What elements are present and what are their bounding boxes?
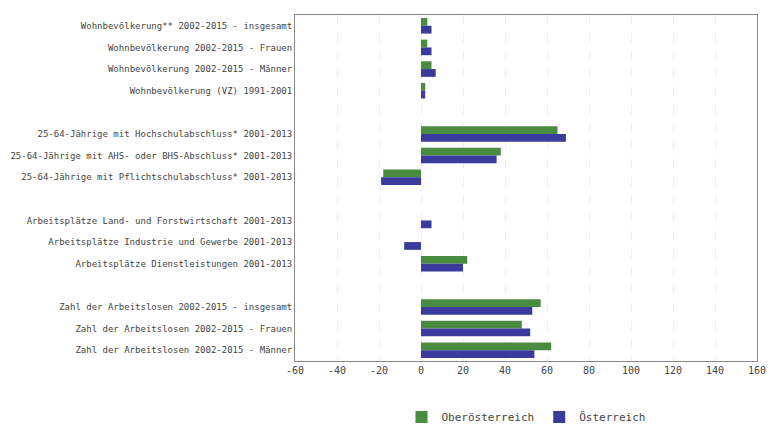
svg-text:25-64-Jährige mit Hochschulabs: 25-64-Jährige mit Hochschulabschluss* 20… <box>38 129 293 139</box>
svg-text:-60: -60 <box>286 365 304 376</box>
svg-text:100: 100 <box>622 365 640 376</box>
svg-text:Wohnbevölkerung 2002-2015 - Mä: Wohnbevölkerung 2002-2015 - Männer <box>108 64 293 74</box>
svg-text:20: 20 <box>457 365 469 376</box>
svg-text:80: 80 <box>583 365 595 376</box>
svg-text:Wohnbevölkerung 2002-2015 - Fr: Wohnbevölkerung 2002-2015 - Frauen <box>108 43 292 53</box>
svg-text:60: 60 <box>541 365 553 376</box>
svg-text:-20: -20 <box>370 365 388 376</box>
svg-text:Arbeitsplätze Industrie und Ge: Arbeitsplätze Industrie und Gewerbe 2001… <box>48 237 292 247</box>
svg-text:Zahl der Arbeitslosen 2002-201: Zahl der Arbeitslosen 2002-2015 - Frauen <box>75 324 292 334</box>
svg-text:-40: -40 <box>328 365 346 376</box>
svg-text:Zahl der Arbeitslosen 2002-201: Zahl der Arbeitslosen 2002-2015 - Männer <box>75 345 292 355</box>
svg-text:Wohnbevölkerung (VZ) 1991-2001: Wohnbevölkerung (VZ) 1991-2001 <box>130 86 293 96</box>
svg-text:Wohnbevölkerung** 2002-2015 -: Wohnbevölkerung** 2002-2015 - insgesamt <box>81 21 292 31</box>
svg-text:140: 140 <box>706 365 724 376</box>
svg-text:0: 0 <box>418 365 424 376</box>
svg-text:120: 120 <box>664 365 682 376</box>
svg-text:25-64-Jährige mit Pflichtschul: 25-64-Jährige mit Pflichtschulabschluss*… <box>21 172 292 182</box>
svg-text:Oberösterreich: Oberösterreich <box>442 411 535 424</box>
svg-text:Österreich: Österreich <box>579 411 645 424</box>
svg-text:40: 40 <box>499 365 511 376</box>
svg-text:160: 160 <box>748 365 766 376</box>
svg-text:Arbeitsplätze Land- und Forstw: Arbeitsplätze Land- und Forstwirtschaft … <box>27 216 293 226</box>
svg-text:Arbeitsplätze Dienstleistungen: Arbeitsplätze Dienstleistungen 2001-2013 <box>75 259 292 269</box>
svg-text:25-64-Jährige mit AHS- oder BH: 25-64-Jährige mit AHS- oder BHS-Abschlus… <box>10 151 292 161</box>
svg-text:Zahl der Arbeitslosen 2002-201: Zahl der Arbeitslosen 2002-2015 - insges… <box>59 302 292 312</box>
